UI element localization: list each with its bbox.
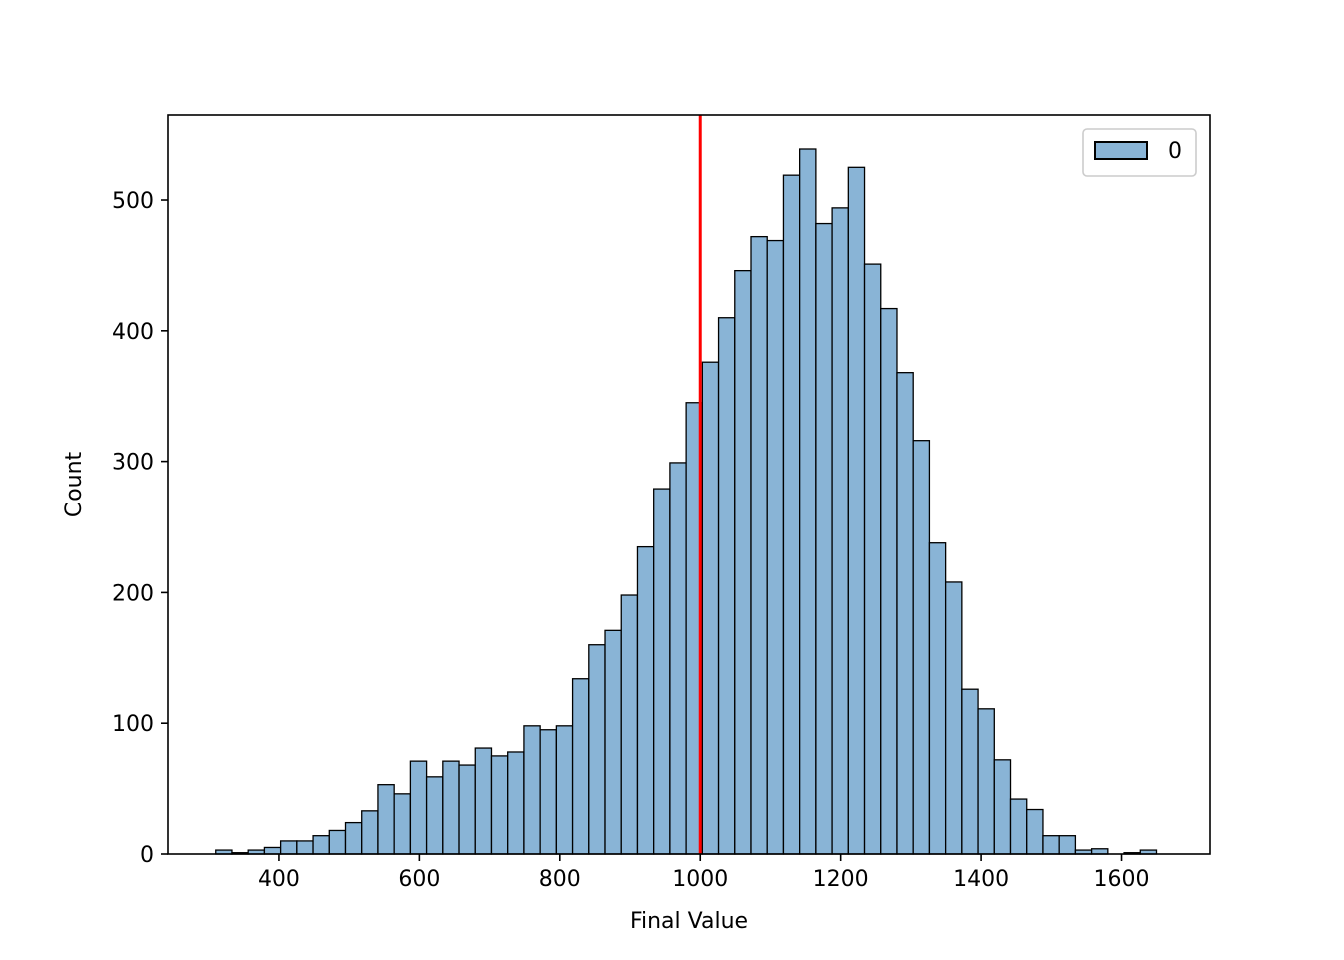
y-tick-label: 0 — [140, 843, 154, 868]
x-tick-label: 600 — [398, 867, 440, 892]
histogram-bar — [734, 269, 752, 855]
histogram-bar — [604, 629, 622, 855]
histogram-bar — [588, 644, 606, 855]
x-tick-label: 800 — [539, 867, 581, 892]
histogram-bar — [507, 751, 525, 855]
histogram-bar — [344, 821, 363, 855]
y-tick-label: 200 — [112, 581, 154, 606]
histogram-bar — [571, 678, 590, 855]
histogram-bar — [847, 166, 866, 855]
y-tick-label: 400 — [112, 320, 154, 345]
histogram-bar — [880, 307, 898, 855]
histogram-bar — [831, 207, 849, 855]
histogram-bar — [458, 764, 476, 855]
histogram-bar — [523, 725, 541, 855]
histogram-bar — [1009, 798, 1028, 855]
histogram-bar — [961, 688, 979, 855]
histogram-bar — [863, 263, 882, 855]
histogram-bar — [782, 174, 801, 855]
histogram-bar — [279, 840, 298, 855]
histogram-bar — [815, 222, 833, 855]
histogram-bar — [993, 759, 1012, 855]
histogram-bar — [296, 840, 314, 855]
histogram-bar — [620, 594, 639, 855]
histogram-bar — [263, 846, 282, 855]
legend: 0 — [1082, 128, 1197, 177]
x-tick-label: 1600 — [1094, 867, 1150, 892]
x-tick-label: 400 — [258, 867, 300, 892]
y-axis: 0 100 200 300 400 500 — [112, 189, 168, 868]
y-tick-label: 500 — [112, 189, 154, 214]
bars-group — [215, 148, 1158, 855]
histogram-bar — [425, 776, 444, 855]
histogram-bar — [977, 708, 995, 855]
histogram-bar — [1058, 835, 1077, 855]
y-axis-label: Count — [62, 451, 87, 517]
histogram-bar — [409, 760, 428, 855]
histogram-bar — [799, 148, 817, 855]
histogram-bar — [539, 729, 558, 855]
plot-frame — [167, 114, 1211, 855]
histogram-bar — [555, 725, 574, 855]
histogram-bar — [653, 488, 671, 855]
y-tick-label: 100 — [112, 712, 154, 737]
histogram-bar — [328, 829, 347, 855]
x-tick-label: 1400 — [953, 867, 1009, 892]
x-axis-label: Final Value — [630, 909, 748, 934]
histogram-bar — [766, 239, 785, 855]
histogram-bar — [669, 462, 687, 855]
histogram-bar — [1042, 835, 1060, 855]
histogram-bar — [636, 545, 655, 855]
histogram-bar — [944, 581, 963, 855]
histogram-bar — [717, 317, 736, 855]
histogram-bar — [361, 810, 379, 855]
histogram-bar — [1026, 808, 1044, 855]
histogram-bar — [442, 760, 460, 855]
histogram-bar — [490, 755, 509, 855]
y-tick-label: 300 — [112, 451, 154, 476]
histogram-bar — [750, 235, 768, 855]
histogram-bar — [474, 747, 493, 855]
histogram-bar — [393, 793, 412, 855]
legend-swatch — [1094, 141, 1148, 160]
histogram-bar — [928, 542, 947, 855]
x-tick-label: 1200 — [813, 867, 869, 892]
histogram-bar — [896, 372, 914, 855]
legend-label: 0 — [1168, 139, 1182, 164]
x-axis: 400 600 800 1000 1200 1400 1600 — [258, 854, 1150, 892]
histogram-bar — [312, 835, 330, 855]
x-tick-label: 1000 — [672, 867, 728, 892]
histogram-bar — [701, 361, 720, 855]
histogram-bar — [377, 784, 395, 855]
histogram-bar — [912, 440, 931, 855]
